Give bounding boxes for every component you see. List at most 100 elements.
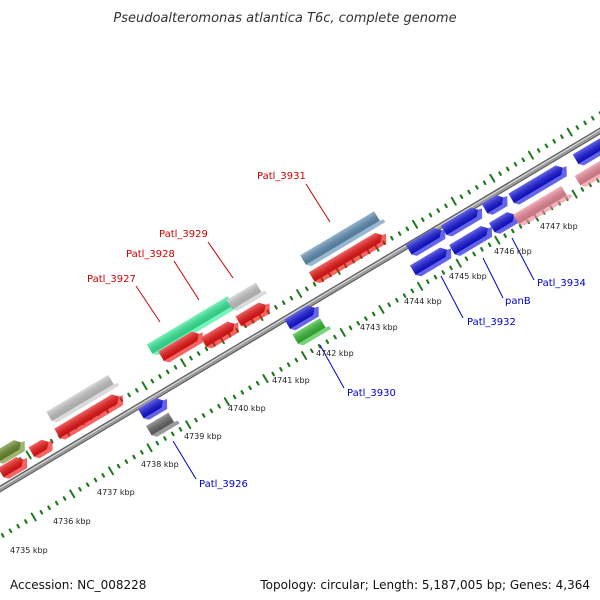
feature-shadow bbox=[518, 194, 573, 226]
feature-highlight bbox=[146, 412, 174, 436]
inner-ring-tick bbox=[317, 344, 322, 349]
feature-highlight bbox=[235, 302, 266, 326]
gene-label-patl-3932: Patl_3932 bbox=[467, 317, 516, 328]
outer-ring-tick bbox=[513, 162, 518, 167]
outer-ring-tick bbox=[412, 219, 419, 229]
outer-ring-tick bbox=[158, 374, 162, 379]
feature-highlight bbox=[300, 211, 380, 265]
gene-feature-steel-blue bbox=[300, 211, 386, 267]
inner-ring-tick bbox=[54, 500, 59, 506]
outer-ring-tick bbox=[281, 300, 286, 305]
inner-ring-tick bbox=[255, 380, 260, 386]
inner-ring-tick bbox=[487, 242, 492, 248]
inner-ring-tick bbox=[124, 459, 129, 464]
feature-highlight bbox=[146, 296, 234, 354]
gene-feature-blue bbox=[405, 228, 446, 256]
gene-feature-dark-gray bbox=[146, 412, 180, 437]
tick-label-4738: 4738 kbp bbox=[141, 460, 179, 469]
inner-ring-tick bbox=[163, 436, 167, 441]
tick-label-4743: 4743 kbp bbox=[360, 323, 398, 332]
gene-labels: Patl_3927 Patl_3928 Patl_3929 Patl_3931 … bbox=[87, 171, 586, 490]
gene-feature-blue bbox=[481, 195, 508, 215]
inner-ring-tick bbox=[8, 528, 13, 534]
outer-ring-tick bbox=[173, 365, 178, 370]
feature-highlight bbox=[308, 232, 383, 282]
tick-label-4740: 4740 kbp bbox=[228, 404, 266, 413]
feature-shadow bbox=[446, 208, 483, 237]
inner-ring-tick bbox=[325, 339, 330, 344]
genome-summary-text: Topology: circular; Length: 5,187,005 bp… bbox=[260, 578, 590, 592]
tick-label-4745: 4745 kbp bbox=[449, 272, 487, 281]
outer-ring-tick bbox=[444, 203, 448, 209]
inner-ring-tick bbox=[132, 454, 136, 460]
inner-ring-tick bbox=[232, 394, 237, 400]
outer-ring-tick bbox=[180, 358, 187, 368]
gene-label-patl-3931: Patl_3931 bbox=[257, 171, 306, 182]
inner-ring-tick bbox=[194, 417, 198, 423]
gene-feature-red bbox=[54, 394, 123, 440]
outer-ring-tick bbox=[552, 139, 557, 144]
inner-ring-tick bbox=[78, 487, 82, 492]
feature-shadow bbox=[454, 226, 493, 256]
inner-ring-tick bbox=[240, 390, 245, 395]
gene-label-patl-3927: Patl_3927 bbox=[87, 274, 136, 285]
outer-ring-tick bbox=[397, 231, 402, 236]
outer-ring-tick bbox=[544, 143, 549, 149]
feature-shadow bbox=[241, 303, 270, 328]
feature-shadow bbox=[59, 395, 123, 440]
inner-ring-tick bbox=[378, 305, 385, 314]
gene-feature-blue bbox=[410, 247, 452, 277]
inner-ring-tick bbox=[140, 450, 144, 455]
inner-ring-tick bbox=[30, 512, 37, 522]
outer-ring-tick bbox=[583, 120, 587, 126]
inner-ring-tick bbox=[185, 420, 192, 430]
outer-ring-tick bbox=[475, 185, 479, 190]
outer-ring-tick bbox=[196, 351, 201, 356]
inner-ring-tick bbox=[449, 265, 453, 271]
outer-ring-tick bbox=[527, 150, 534, 160]
inner-ring-tick bbox=[0, 533, 5, 538]
inner-ring-tick bbox=[223, 397, 230, 407]
outer-ring-tick bbox=[536, 148, 541, 153]
leader-line bbox=[440, 275, 464, 319]
feature-shadow bbox=[314, 233, 387, 284]
feature-shadow bbox=[3, 457, 28, 479]
feature-highlight bbox=[572, 138, 600, 164]
leader-line bbox=[319, 344, 345, 389]
feature-highlight bbox=[138, 398, 164, 419]
feature-highlight bbox=[449, 226, 489, 255]
outer-ring-tick bbox=[127, 392, 131, 398]
outer-ring-tick bbox=[165, 369, 170, 375]
outer-ring-tick bbox=[560, 134, 564, 139]
feature-highlight bbox=[46, 374, 114, 422]
outer-ring-tick bbox=[428, 212, 433, 218]
inner-ring-tick bbox=[339, 328, 346, 337]
gene-feature-pink bbox=[574, 158, 600, 187]
inner-ring-tick bbox=[348, 325, 353, 331]
inner-tick-ring bbox=[0, 178, 600, 538]
gene-feature-red bbox=[200, 321, 239, 349]
outer-ring-tick bbox=[274, 305, 278, 310]
inner-ring-tick bbox=[271, 371, 275, 377]
inner-ring-tick bbox=[580, 187, 585, 192]
inner-ring-tick bbox=[494, 235, 501, 245]
feature-shadow bbox=[514, 166, 567, 205]
leader-line bbox=[305, 183, 331, 223]
inner-ring-tick bbox=[47, 505, 51, 510]
inner-ring-tick bbox=[518, 224, 523, 229]
gene-features bbox=[0, 138, 600, 479]
feature-highlight bbox=[158, 331, 199, 361]
inner-ring-tick bbox=[441, 270, 446, 275]
feature-shadow bbox=[51, 382, 120, 423]
tick-label-4735: 4735 kbp bbox=[10, 546, 48, 555]
feature-highlight bbox=[0, 440, 21, 463]
gene-feature-red bbox=[28, 439, 53, 459]
feature-shadow bbox=[580, 166, 600, 187]
feature-shadow bbox=[411, 228, 446, 256]
feature-shadow bbox=[206, 322, 239, 349]
inner-ring-tick bbox=[217, 403, 221, 409]
gene-label-patl-3929: Patl_3929 bbox=[159, 229, 208, 240]
feature-highlight bbox=[508, 165, 563, 204]
feature-highlight bbox=[284, 305, 315, 329]
gene-feature-gray bbox=[46, 374, 120, 423]
